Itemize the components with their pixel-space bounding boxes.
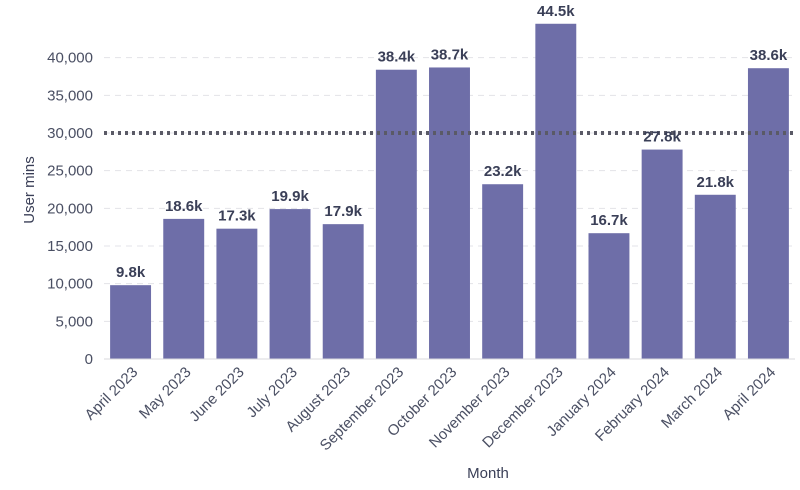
bar [429,67,470,360]
bar [641,149,683,359]
y-axis-title: User mins [21,156,38,224]
bar [375,69,417,359]
data-label: 38.7k [431,46,469,63]
data-labels: 9.8k 18.6k 17.3k 19.9k 17.9k 38.4k 38.7k 23.2k 4… [116,3,788,281]
y-tick-label: 35,000 [47,87,93,104]
x-axis-title: Month [467,465,509,482]
data-label: 38.4k [378,49,416,66]
bar [269,209,311,359]
y-tick-label: 40,000 [47,50,93,67]
y-tick-label: 0 [85,351,93,368]
bar [110,285,152,359]
x-tick-label: June 2023 [186,364,248,426]
bar [694,194,736,359]
y-tick-label: 25,000 [47,163,93,180]
y-tick-label: 10,000 [47,276,93,293]
x-tick-label: April 2024 [719,364,779,424]
data-label: 38.6k [750,47,788,64]
y-axis-ticks: 0 5,000 10,000 15,000 20,000 25,000 30,000 35,0… [47,50,93,368]
bar [322,224,364,359]
data-label: 23.2k [484,163,522,180]
y-tick-label: 15,000 [47,238,93,255]
data-label: 21.8k [696,174,734,191]
bar [747,68,789,360]
data-label: 18.6k [165,198,203,215]
bars [110,23,789,360]
data-label: 16.7k [590,212,628,229]
bar [163,218,205,359]
bar [588,233,630,359]
y-tick-label: 30,000 [47,125,93,142]
data-label: 17.3k [218,208,256,225]
y-tick-label: 5,000 [55,313,93,330]
bar [482,184,524,359]
data-label: 27.8k [643,129,681,146]
data-label: 19.9k [271,188,309,205]
x-tick-label: April 2023 [82,364,142,424]
data-label: 44.5k [537,3,575,20]
bar [216,228,258,359]
data-label: 17.9k [324,203,362,220]
data-label: 9.8k [116,264,146,281]
y-tick-label: 20,000 [47,200,93,217]
bar [535,23,577,360]
